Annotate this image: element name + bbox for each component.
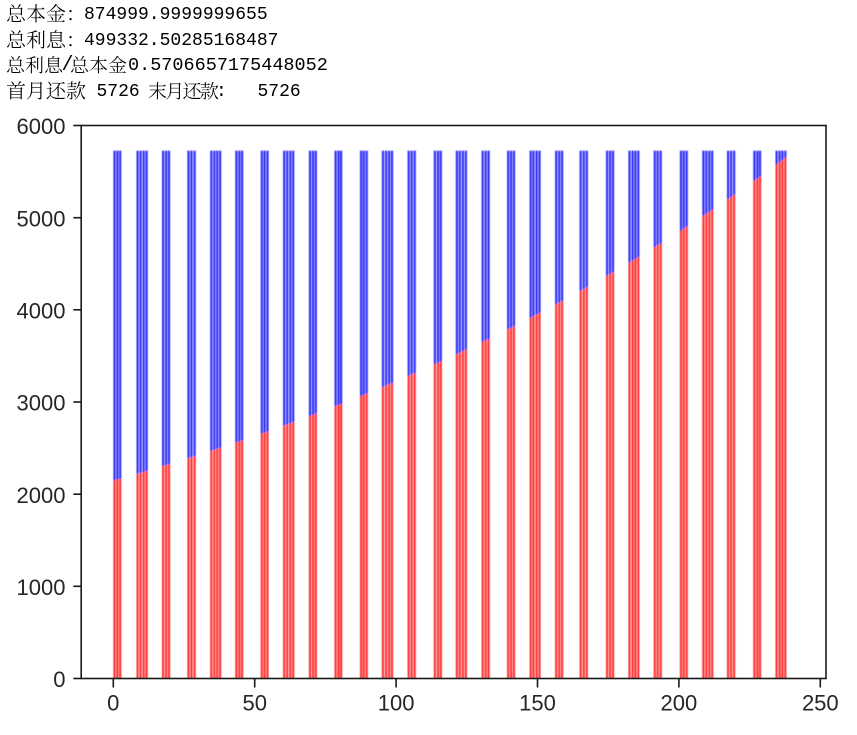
svg-text:200: 200 bbox=[661, 691, 698, 716]
svg-text:2000: 2000 bbox=[17, 483, 66, 508]
svg-text:1000: 1000 bbox=[17, 575, 66, 600]
svg-text:0: 0 bbox=[53, 667, 65, 692]
svg-text:6000: 6000 bbox=[17, 114, 66, 139]
svg-text:0: 0 bbox=[107, 691, 119, 716]
svg-text:4000: 4000 bbox=[17, 299, 66, 324]
svg-text:150: 150 bbox=[519, 691, 556, 716]
svg-text:50: 50 bbox=[242, 691, 266, 716]
svg-text:100: 100 bbox=[378, 691, 415, 716]
svg-text:3000: 3000 bbox=[17, 391, 66, 416]
svg-text:250: 250 bbox=[802, 691, 839, 716]
svg-text:5000: 5000 bbox=[17, 206, 66, 231]
